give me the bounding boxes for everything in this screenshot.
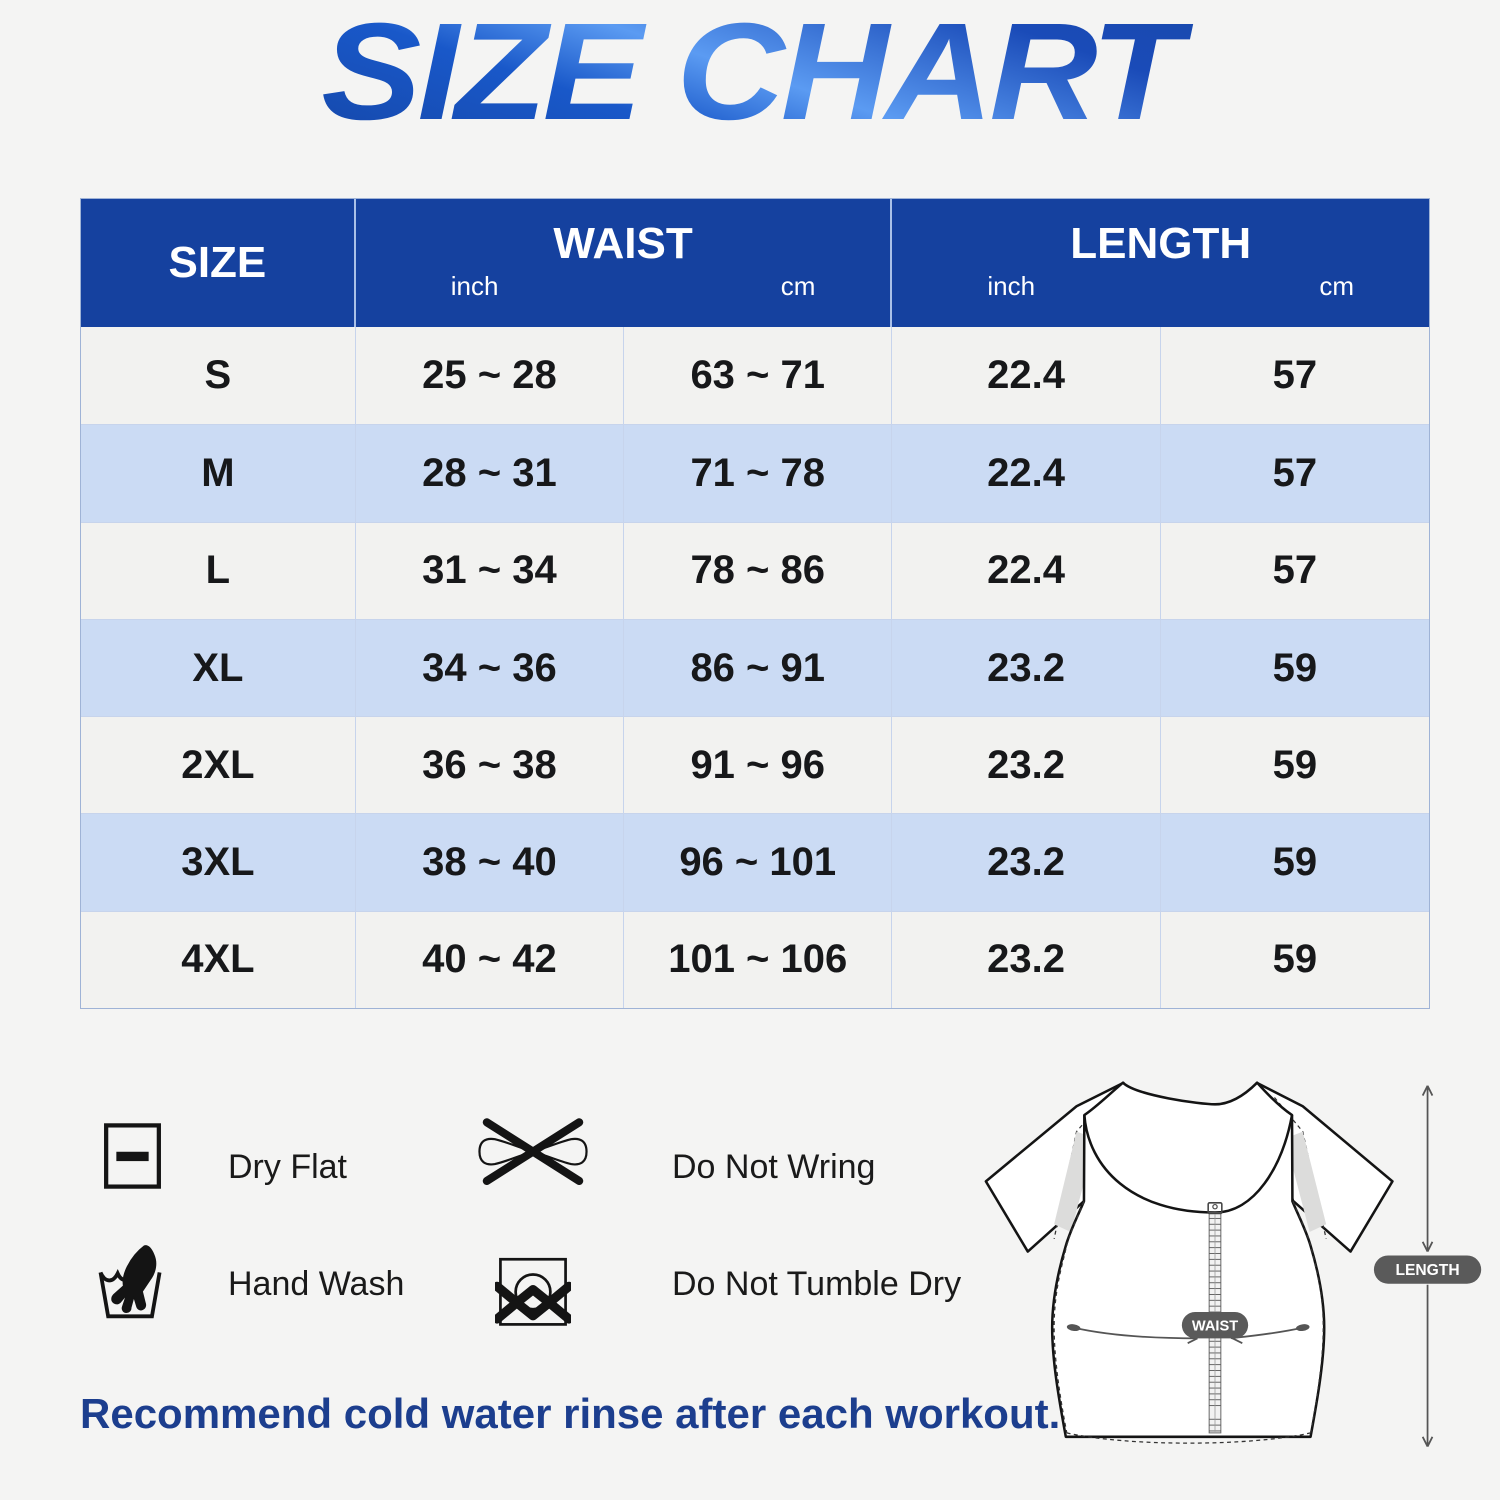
svg-text:WAIST: WAIST [1192, 1319, 1238, 1335]
svg-text:LENGTH: LENGTH [1395, 1262, 1459, 1279]
